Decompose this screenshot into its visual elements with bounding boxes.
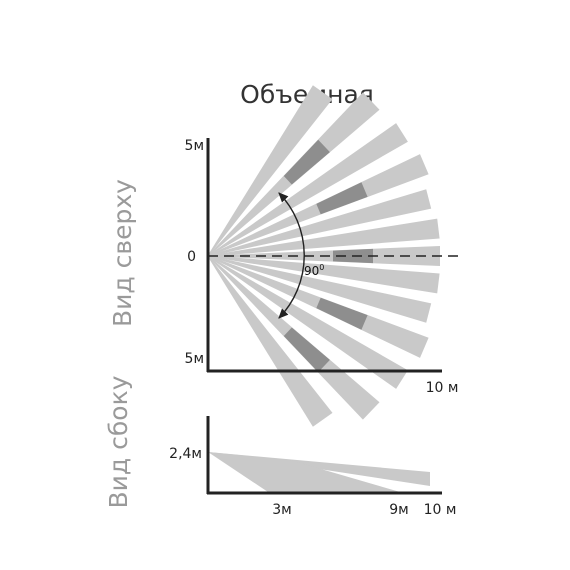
beam-11: [207, 255, 408, 389]
top-view-y-bottom-label: 5м: [185, 351, 204, 367]
angle-value: 90: [304, 264, 319, 278]
angle-degree-mark: 0: [319, 263, 324, 272]
top-view-x-end-label: 10 м: [426, 380, 459, 396]
beam-13: [207, 255, 333, 427]
beam-6: [207, 218, 440, 257]
beam-2-dark-segment: [283, 139, 330, 185]
side-view-3m-label: 3м: [272, 502, 291, 518]
beam-3: [207, 123, 408, 257]
top-view-side-label: Вид сверху: [108, 179, 137, 327]
side-view-mid-beam: [208, 452, 400, 492]
side-view-10m-label: 10 м: [424, 502, 457, 518]
beam-8: [207, 255, 440, 294]
side-view-side-label: Вид сбоку: [104, 375, 133, 508]
beam-5: [207, 189, 432, 257]
beam-10-dark-segment: [316, 297, 368, 330]
beam-12-dark-segment: [283, 327, 330, 373]
side-view-height-label: 2,4м: [169, 446, 202, 462]
beam-4-dark-segment: [316, 182, 368, 215]
angle-arc-line: [278, 192, 305, 319]
side-view-9m-label: 9м: [389, 502, 408, 518]
top-view-y-top-label: 5м: [185, 138, 204, 154]
top-view-y-zero-label: 0: [187, 249, 196, 265]
side-view: Вид сбоку 2,4м 3м 9м 10 м: [104, 375, 456, 518]
beam-9: [207, 255, 432, 323]
top-view: Вид сверху 900 5м 0 5м 10 м: [108, 85, 462, 427]
angle-arc: [278, 192, 305, 319]
beam-1: [207, 85, 333, 257]
angle-label: 900: [304, 263, 324, 278]
